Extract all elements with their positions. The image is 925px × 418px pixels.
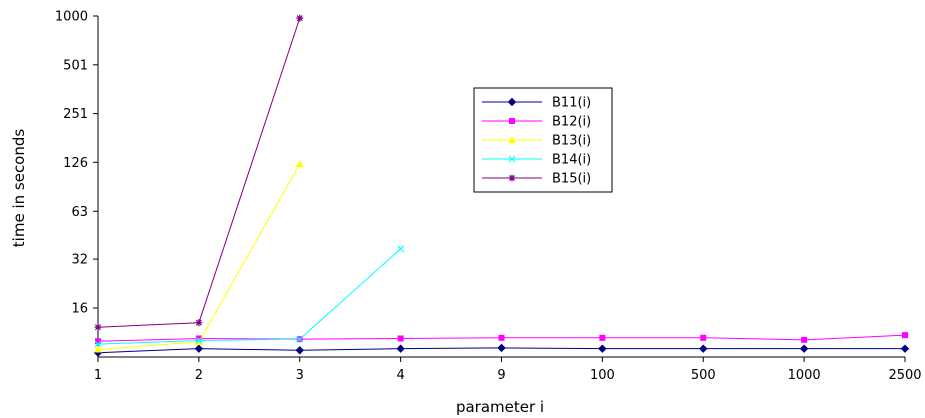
y-tick-label: 16 [71,302,88,317]
y-tick-label: 32 [71,253,88,268]
legend-item: B13(i) [482,134,591,149]
y-tick-label: 1000 [55,10,88,25]
data-point [195,319,203,327]
series-b11i [93,343,910,357]
legend-item: B12(i) [482,115,591,130]
data-point [799,344,809,353]
data-point [397,335,404,342]
data-point [94,323,102,331]
data-point [699,344,708,353]
data-point [509,118,515,124]
tick-labels: 16 32 63 126 251 501 1000 1 2 3 4 9 100 500 1000 2500 [55,10,922,384]
x-tick-label: 9 [497,368,505,383]
legend-label: B14(i) [552,153,591,168]
data-point [296,14,304,22]
series-b15i [94,14,304,331]
legend-item: B14(i) [482,153,591,168]
series-b14i [94,245,405,348]
series-line [97,248,401,345]
data-point [94,345,102,353]
legend-label: B12(i) [552,115,591,130]
legend-label: B13(i) [552,134,591,149]
legend-item: B15(i) [482,172,591,187]
x-tick-label: 500 [691,368,716,383]
y-axis-title: time in seconds [10,129,28,248]
legend-item: B11(i) [482,96,591,111]
data-point [194,344,204,353]
axes [93,15,906,362]
y-tick-label: 501 [63,58,88,73]
x-tick-label: 1000 [788,368,821,383]
x-tick-label: 2500 [888,368,921,383]
x-tick-label: 1 [94,368,102,383]
data-point [599,334,606,341]
data-point [498,334,505,341]
x-axis-title: parameter i [456,398,544,416]
legend-label: B15(i) [552,172,591,187]
data-point [397,245,405,253]
x-tick-label: 2 [195,368,203,383]
data-point [598,344,607,353]
data-point [295,346,304,355]
data-point [497,343,506,353]
data-point [508,174,516,182]
data-point [508,136,516,143]
data-point [700,334,707,341]
series-layer [93,14,910,357]
data-point [95,338,101,345]
data-point [296,335,304,343]
data-point [801,336,808,343]
x-tick-label: 100 [590,368,615,383]
legend-label: B11(i) [552,96,591,111]
data-point [507,97,517,107]
data-point [508,155,516,163]
series-b12i [95,332,908,345]
legend: B11(i) B12(i) B13(i) B14(i) B15(i) [473,87,613,193]
data-point [195,337,203,344]
y-tick-label: 251 [63,107,88,122]
y-tick-label: 63 [71,205,88,220]
data-point [94,340,102,348]
data-point [396,344,405,353]
y-tick-label: 126 [63,156,88,171]
x-tick-label: 4 [396,368,404,383]
series-line [97,17,301,328]
data-point [902,332,908,339]
data-point [295,159,304,167]
x-tick-label: 3 [296,368,304,383]
data-point [900,344,910,353]
